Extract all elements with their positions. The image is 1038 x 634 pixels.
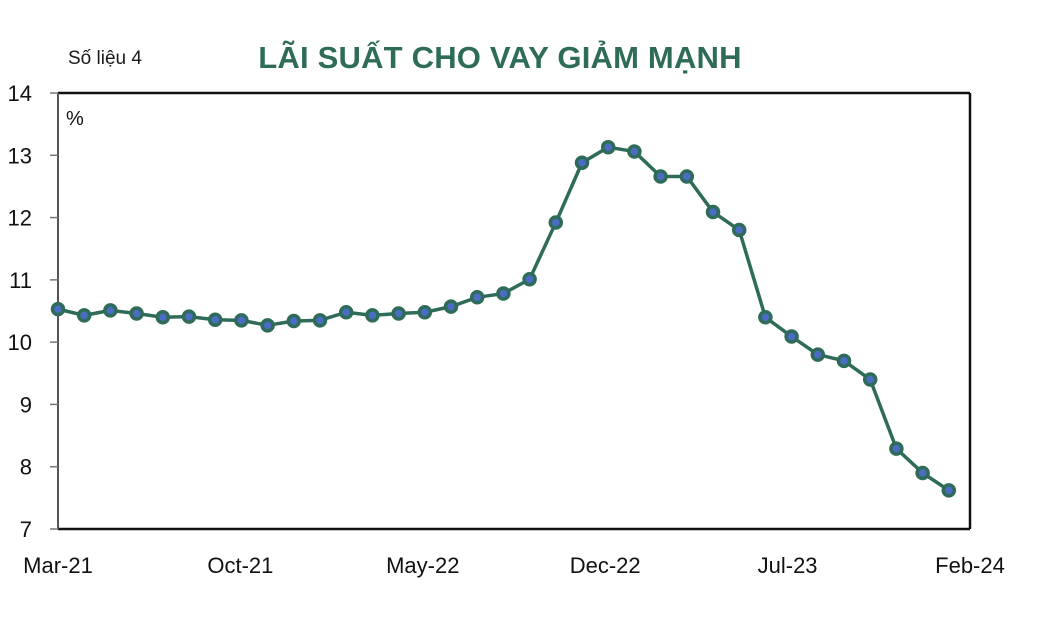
y-tick-label: 14 [8, 81, 32, 106]
data-point-marker [207, 312, 223, 327]
data-point-marker [548, 215, 564, 230]
data-point-marker [286, 313, 302, 329]
figure-label: Số liệu 4 [68, 48, 142, 69]
data-point-marker [653, 169, 668, 184]
y-tick-label: 11 [9, 268, 32, 293]
data-point-marker [181, 309, 197, 324]
data-point-marker [810, 347, 826, 362]
data-point-marker [417, 304, 433, 320]
data-point-marker [836, 353, 852, 369]
data-point-marker [915, 465, 930, 481]
chart-title: LÃI SUẤT CHO VAY GIẢM MẠNH [258, 40, 742, 75]
x-tick-label: Oct-21 [207, 553, 273, 578]
data-point-marker [129, 306, 144, 321]
y-unit-label: % [66, 108, 84, 130]
data-point-marker [443, 299, 459, 314]
x-axis-ticks: Mar-21 Oct-21 May-22 Dec-22 Jul-23 Feb-24 [23, 553, 1005, 578]
data-point-marker [941, 483, 957, 498]
plot-frame [57, 91, 972, 531]
data-point-marker [574, 155, 590, 171]
y-tick-label: 13 [8, 143, 32, 168]
x-tick-label: Feb-24 [935, 553, 1005, 578]
data-point-marker [600, 139, 616, 155]
data-point-marker [731, 222, 747, 238]
data-point-marker [705, 204, 721, 220]
data-point-marker [391, 306, 406, 321]
data-series [50, 139, 957, 498]
data-point-marker [76, 308, 92, 323]
data-point-marker [103, 303, 118, 318]
x-tick-label: May-22 [386, 553, 459, 578]
x-tick-label: Jul-23 [758, 553, 818, 578]
x-tick-label: Dec-22 [570, 553, 641, 578]
data-point-marker [679, 169, 695, 184]
y-tick-label: 10 [8, 330, 32, 355]
data-point-marker [260, 318, 275, 333]
data-point-marker [312, 313, 328, 328]
y-tick-label: 12 [8, 206, 32, 231]
y-tick-label: 9 [20, 392, 32, 417]
y-tick-label: 7 [20, 517, 32, 542]
data-point-marker [365, 308, 380, 323]
data-point-marker [50, 301, 66, 317]
data-point-marker [889, 441, 904, 456]
x-tick-label: Mar-21 [23, 553, 93, 578]
data-point-marker [338, 304, 354, 320]
data-point-marker [758, 309, 773, 325]
data-point-marker [627, 144, 642, 159]
y-tick-label: 8 [20, 455, 32, 480]
data-point-marker [234, 313, 249, 328]
data-point-marker [496, 286, 511, 301]
data-point-marker [862, 372, 878, 387]
data-point-marker [784, 329, 799, 344]
data-point-marker [155, 309, 171, 325]
y-axis-ticks: 7 8 9 10 11 12 13 14 [8, 81, 58, 542]
data-point-marker [469, 290, 485, 305]
data-point-marker [522, 271, 537, 287]
